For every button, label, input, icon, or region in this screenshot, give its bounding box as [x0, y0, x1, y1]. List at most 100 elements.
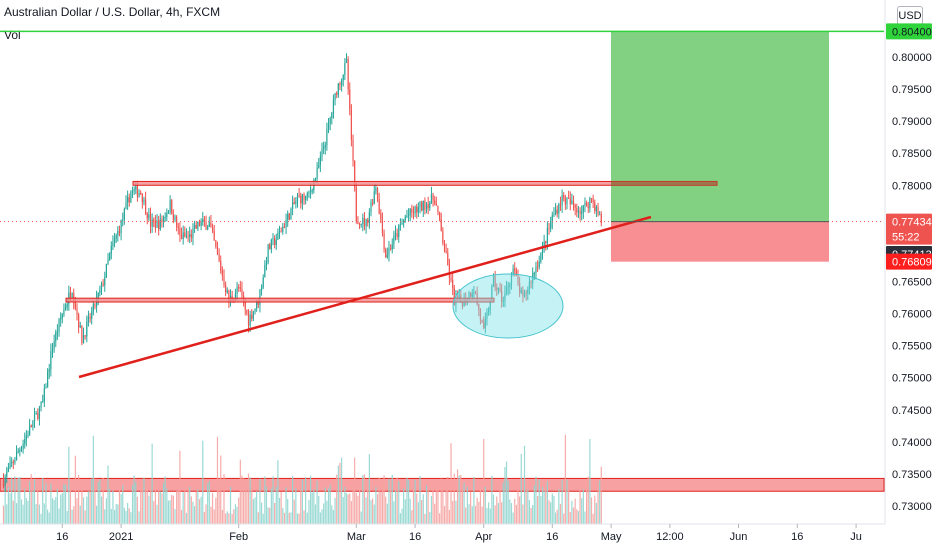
- candle-body: [554, 209, 557, 215]
- volume-bar: [470, 491, 472, 524]
- volume-bar: [64, 485, 67, 524]
- volume-bar: [33, 478, 36, 524]
- candle-body: [56, 331, 58, 333]
- volume-bar: [260, 502, 263, 524]
- volume-bar: [587, 476, 589, 524]
- candle-body: [79, 325, 81, 328]
- volume-bar: [265, 486, 268, 524]
- candle-body: [553, 214, 555, 216]
- volume-bar: [574, 498, 576, 524]
- candle-body: [20, 448, 23, 450]
- candle-body: [314, 178, 317, 181]
- candle-body: [172, 214, 174, 220]
- volume-bar: [78, 475, 80, 524]
- candle-body: [171, 200, 173, 215]
- candle-body: [386, 255, 388, 258]
- candle-body: [427, 204, 429, 209]
- candle-body: [367, 219, 369, 223]
- candle-body: [231, 296, 233, 300]
- volume-bar: [109, 488, 111, 524]
- candle-body: [29, 425, 31, 436]
- volume-bar: [91, 478, 93, 524]
- candle-body: [296, 195, 299, 202]
- candle-body: [140, 193, 142, 195]
- volume-bar: [442, 482, 444, 524]
- volume-bar: [112, 490, 114, 524]
- candle-body: [345, 58, 348, 63]
- candle-body: [424, 200, 426, 210]
- volume-bar: [452, 501, 454, 524]
- candle-body: [468, 292, 470, 300]
- candle-body: [515, 270, 517, 276]
- loss-zone: [611, 221, 829, 262]
- volume-bar: [375, 486, 377, 524]
- volume-bar: [135, 481, 137, 524]
- candle-body: [517, 275, 519, 284]
- candle-body: [492, 275, 495, 286]
- volume-bar: [19, 477, 21, 524]
- candle-body: [474, 291, 477, 293]
- volume-bar: [599, 480, 601, 524]
- candle-body: [252, 311, 254, 319]
- volume-bar: [590, 497, 593, 524]
- candle-body: [558, 204, 560, 214]
- volume-bar: [211, 493, 214, 524]
- y-tick-label: 0.75000: [892, 373, 932, 385]
- candle-body: [403, 220, 405, 224]
- candle-body: [491, 285, 493, 302]
- volume-bar: [466, 486, 468, 524]
- candle-body: [447, 252, 449, 265]
- candle-body: [211, 227, 214, 232]
- volume-bar: [296, 513, 299, 524]
- candle-body: [256, 300, 258, 309]
- volume-bar: [241, 475, 243, 524]
- volume-bar: [102, 478, 104, 524]
- volume-bar: [556, 509, 558, 524]
- candle-body: [162, 217, 165, 222]
- candle-body: [581, 211, 583, 214]
- candle-body: [53, 341, 55, 349]
- candle-body: [383, 233, 385, 250]
- candle-body: [412, 212, 415, 214]
- candle-body: [195, 225, 197, 229]
- candle-body: [450, 277, 452, 280]
- candle-body: [594, 202, 596, 211]
- candle-body: [257, 300, 259, 305]
- candle-body: [241, 288, 243, 296]
- volume-bar: [311, 492, 313, 524]
- candle-body: [584, 202, 586, 206]
- volume-bar: [347, 494, 349, 524]
- resistance-zone-overlap: [611, 181, 717, 186]
- currency-button[interactable]: USD: [897, 6, 923, 26]
- volume-bar: [105, 498, 107, 524]
- candle-body: [148, 214, 150, 219]
- volume-bar: [394, 490, 397, 524]
- volume-bar: [74, 455, 76, 524]
- candle-body: [9, 462, 11, 469]
- candle-body: [301, 194, 303, 204]
- volume-bar: [234, 504, 237, 524]
- volume-bar: [376, 494, 379, 524]
- volume-bar: [246, 483, 248, 524]
- volume-bar: [282, 507, 284, 524]
- candle-body: [58, 319, 60, 332]
- volume-bar: [40, 513, 42, 524]
- candle-body: [275, 239, 277, 245]
- volume-bar: [329, 484, 331, 524]
- candle-body: [43, 388, 45, 402]
- candle-body: [396, 233, 398, 237]
- volume-bar: [107, 465, 109, 524]
- volume-bar: [56, 488, 58, 524]
- volume-bar: [20, 499, 23, 524]
- candle-body: [592, 198, 594, 203]
- candle-body: [153, 219, 155, 222]
- candle-body: [184, 232, 186, 237]
- candle-body: [251, 314, 253, 319]
- volume-bar: [84, 510, 86, 524]
- volume-bar: [149, 486, 152, 524]
- candle-body: [358, 223, 361, 225]
- volume-bar: [195, 491, 197, 524]
- candle-body: [587, 206, 589, 209]
- candle-body: [117, 230, 119, 236]
